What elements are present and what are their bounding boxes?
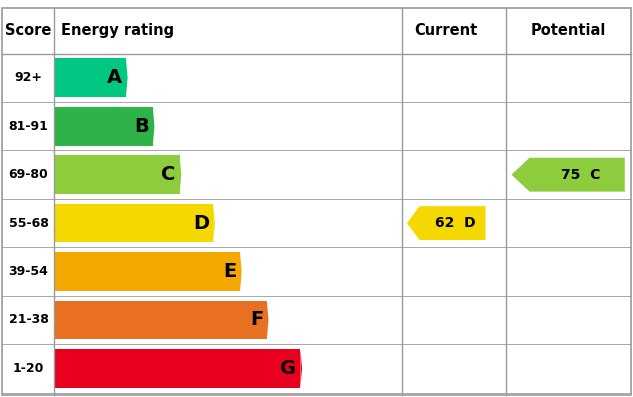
Text: C: C [161,165,176,184]
Text: E: E [223,262,236,281]
Text: 69-80: 69-80 [9,168,48,181]
Text: 62  D: 62 D [436,216,476,230]
Polygon shape [240,252,242,291]
Text: D: D [193,214,210,233]
Text: 75  C: 75 C [561,168,600,182]
Text: Current: Current [415,23,478,38]
Text: 1-20: 1-20 [13,362,44,375]
Text: F: F [250,310,263,330]
Bar [54,155,180,194]
Text: Potential: Potential [530,23,606,38]
Bar [54,252,240,291]
Bar [54,349,301,388]
Text: 55-68: 55-68 [9,217,48,229]
Bar [54,107,153,146]
Polygon shape [267,301,268,339]
Text: Score: Score [5,23,52,38]
Polygon shape [407,206,486,240]
Bar [54,204,213,243]
Text: Energy rating: Energy rating [61,23,175,38]
Polygon shape [126,58,128,97]
Text: 92+: 92+ [15,71,42,84]
Text: A: A [107,68,122,87]
Polygon shape [511,158,625,192]
Polygon shape [213,204,215,243]
Bar [54,58,126,97]
Polygon shape [301,349,302,388]
Text: G: G [280,359,297,378]
Text: 21-38: 21-38 [9,314,48,326]
Text: 81-91: 81-91 [9,120,48,133]
Bar [54,301,267,339]
Polygon shape [153,107,154,146]
Text: 39-54: 39-54 [9,265,48,278]
Bar [2,9,631,54]
Text: B: B [134,117,149,136]
Polygon shape [180,155,181,194]
